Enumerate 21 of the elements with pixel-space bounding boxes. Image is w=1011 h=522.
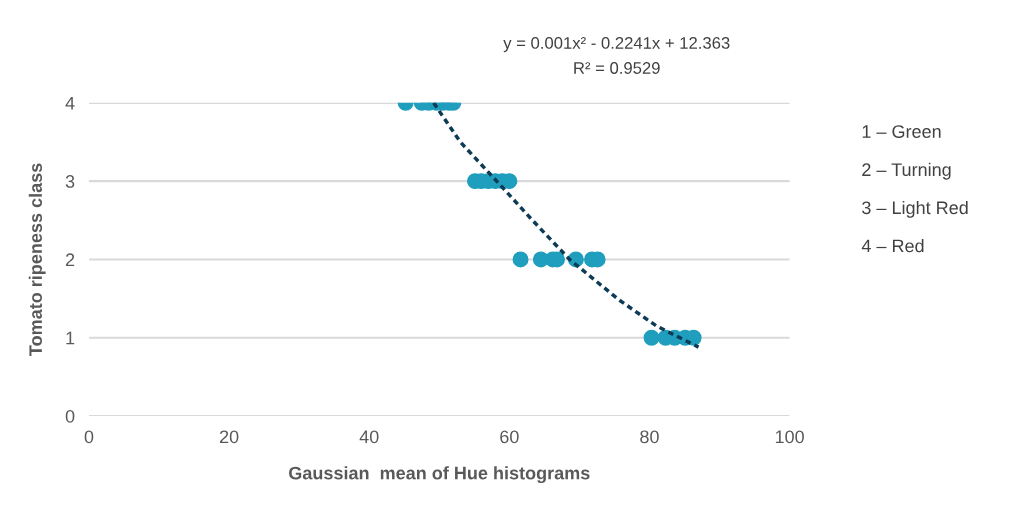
y-tick-label: 2 xyxy=(65,253,75,266)
point xyxy=(512,251,529,268)
x-tick-label: 80 xyxy=(640,430,659,444)
y-tick-label: 1 xyxy=(66,331,75,345)
y-tick-label: 4 xyxy=(65,96,75,110)
text: 1 – Green xyxy=(862,125,941,138)
y-tick-label: 3 xyxy=(65,175,75,188)
y-tick-label: 0 xyxy=(65,409,75,423)
text: 4 – Red xyxy=(861,239,924,253)
text: 2 – Turning xyxy=(862,162,951,180)
y-axis-title: Tomato ripeness class xyxy=(28,163,46,356)
x-tick-label: 60 xyxy=(500,430,519,444)
x-axis-title: Gaussian mean of Hue histograms xyxy=(289,466,590,484)
point xyxy=(643,329,660,346)
text: R² = 0.9529 xyxy=(574,62,660,74)
x-tick-label: 0 xyxy=(84,430,94,444)
x-tick-label: 100 xyxy=(775,430,804,444)
text: 3 – Light Red xyxy=(862,200,968,218)
x-tick-label: 20 xyxy=(219,430,239,444)
text: y = 0.001x² - 0.2241x + 12.363 xyxy=(503,37,730,53)
x-tick-label: 40 xyxy=(359,430,379,444)
